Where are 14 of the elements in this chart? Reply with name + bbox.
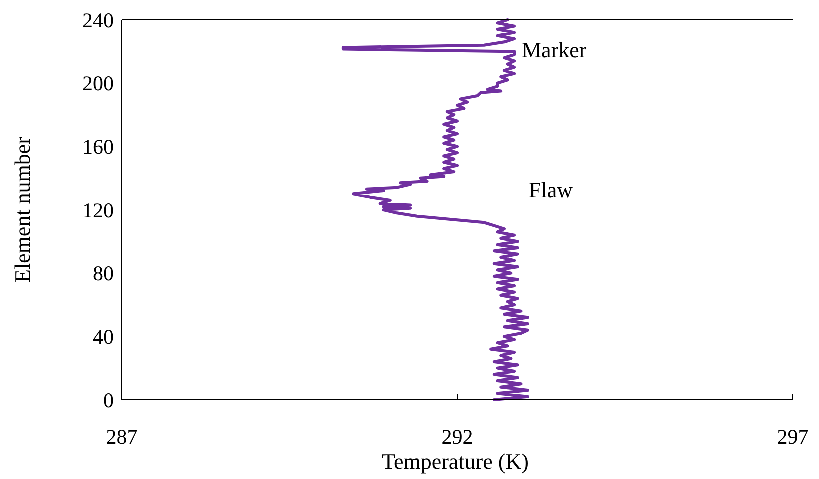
annotation: Flaw [529,178,574,203]
y-tick-label: 160 [82,135,114,160]
y-tick-label: 80 [93,262,114,286]
y-tick-label: 120 [82,198,114,222]
y-tick-label: 0 [104,388,114,412]
x-tick-label: 287 [106,425,138,449]
x-tick-label: 292 [442,425,474,449]
annotation: Marker [522,38,588,63]
y-axis-title: Element number [10,136,35,284]
x-axis-title: Temperature (K) [382,449,529,474]
y-tick-label: 240 [82,8,114,32]
x-tick-label: 297 [777,425,809,449]
y-tick-label: 200 [82,72,114,96]
y-tick-label: 40 [93,325,114,350]
